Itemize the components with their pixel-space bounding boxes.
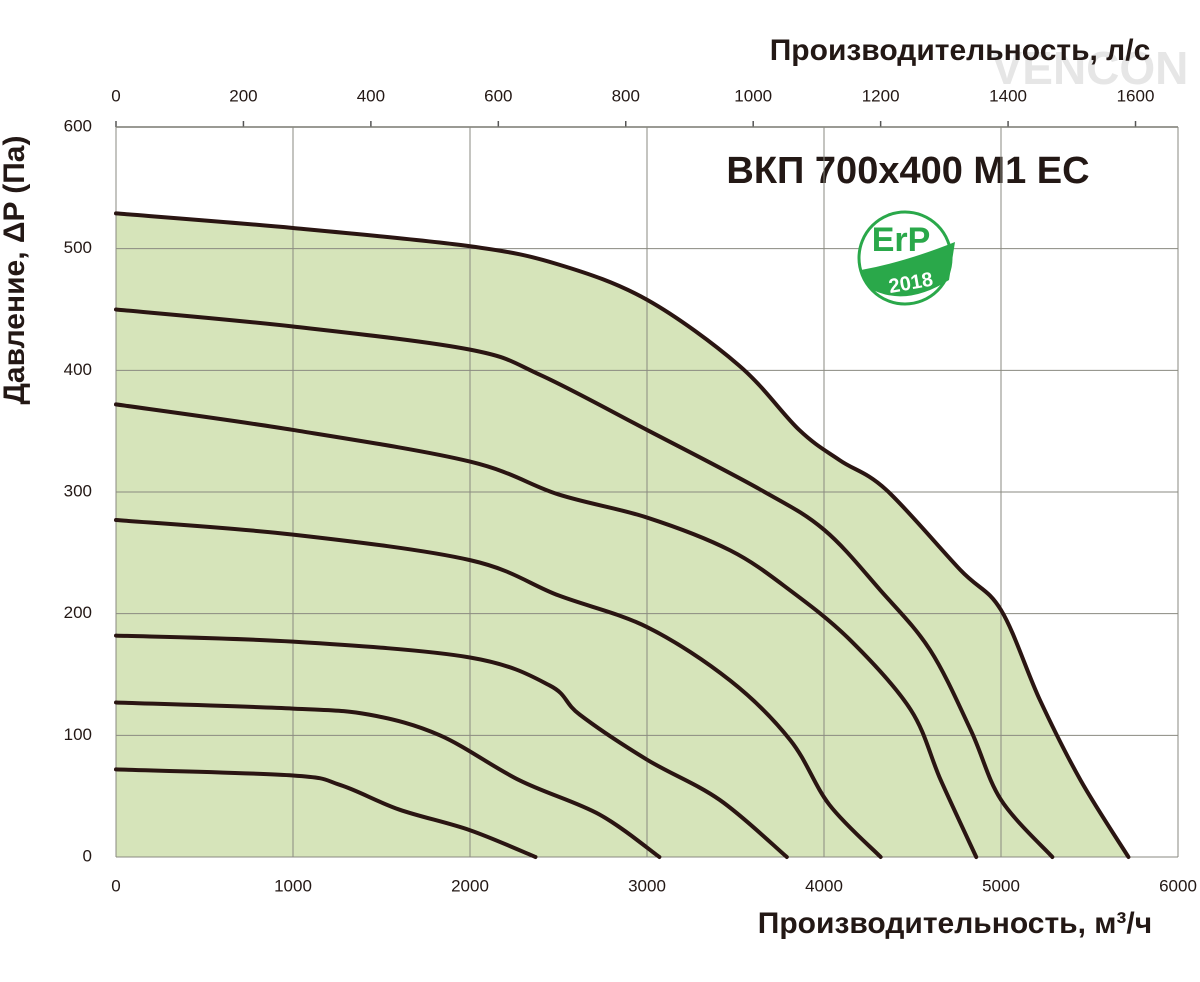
x2-tick-label: 1400	[989, 86, 1027, 105]
y-tick-label: 600	[64, 116, 92, 135]
watermark: VENCON	[992, 42, 1189, 94]
line	[114, 700, 662, 859]
x-tick-label: 0	[111, 876, 120, 895]
x2-tick-label: 1000	[734, 86, 772, 105]
line	[114, 307, 1055, 859]
chart-title: ВКП 700x400 М1 ЕС	[726, 150, 1089, 192]
x2-tick-label: 600	[484, 86, 512, 105]
y-tick-label: 500	[64, 238, 92, 257]
y-axis-label: Давление, ΔP (Па)	[0, 136, 31, 405]
y-tick-label: 300	[64, 481, 92, 500]
y-tick-label: 200	[64, 603, 92, 622]
x2-tick-label: 200	[229, 86, 257, 105]
x-tick-label: 6000	[1159, 876, 1197, 895]
x-tick-label: 4000	[805, 876, 843, 895]
y-tick-label: 400	[64, 360, 92, 379]
area	[116, 213, 1129, 858]
x2-axis-label: Производительность, л/с	[770, 34, 1151, 67]
x-tick-label: 3000	[628, 876, 666, 895]
line	[114, 402, 979, 859]
line	[114, 633, 789, 859]
x2-tick-label: 400	[357, 86, 385, 105]
badge-text: ErP	[872, 221, 931, 259]
badge-band	[861, 242, 955, 297]
line	[114, 517, 883, 859]
y-tick-label: 100	[64, 725, 92, 744]
x-tick-label: 5000	[982, 876, 1020, 895]
x-tick-label: 2000	[451, 876, 489, 895]
x2-tick-label: 0	[111, 86, 120, 105]
line	[114, 211, 1131, 859]
y-tick-label: 0	[83, 846, 92, 865]
areas	[116, 213, 1129, 858]
x2-tick-label: 1600	[1117, 86, 1155, 105]
x2-tick-label: 1200	[862, 86, 900, 105]
x2-tick-label: 800	[612, 86, 640, 105]
grid	[115, 126, 1179, 858]
x-tick-label: 1000	[274, 876, 312, 895]
line	[114, 767, 538, 859]
x-axis-label: Производительность, м³/ч	[758, 907, 1152, 940]
